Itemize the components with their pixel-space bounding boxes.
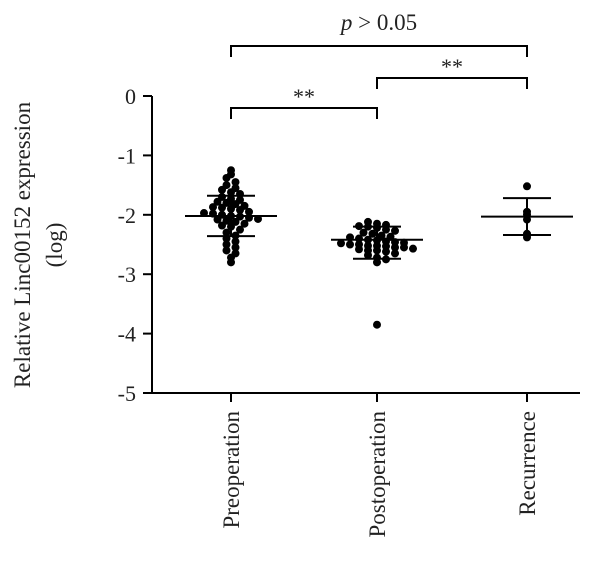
data-point xyxy=(382,247,390,256)
y-tick-label: -2 xyxy=(118,203,136,228)
data-point xyxy=(218,203,226,212)
y-tick-label: -4 xyxy=(118,322,136,347)
data-point xyxy=(337,239,345,248)
p-value-label: p > 0.05 xyxy=(339,10,417,35)
y-axis-label-line1: Relative Linc00152 expression xyxy=(10,101,35,388)
data-point xyxy=(240,219,249,228)
data-point xyxy=(218,185,226,194)
significance-label: ** xyxy=(293,84,315,109)
y-tick-label: -3 xyxy=(118,262,136,287)
data-point xyxy=(218,221,226,230)
data-point xyxy=(213,197,222,206)
data-point xyxy=(236,206,244,215)
data-point xyxy=(391,249,399,258)
data-groups xyxy=(185,166,573,329)
bracket-postoperation-recurrence: ** xyxy=(376,54,528,89)
data-point xyxy=(368,229,377,238)
data-point xyxy=(231,243,240,252)
y-tick-label: -5 xyxy=(118,381,136,406)
axes xyxy=(151,96,580,394)
data-point xyxy=(391,243,399,252)
data-point xyxy=(245,207,253,216)
data-point xyxy=(227,188,235,197)
data-point xyxy=(373,320,381,329)
y-axis-title: Relative Linc00152 expression (log) xyxy=(10,101,67,388)
bracket-line xyxy=(230,45,528,57)
data-point xyxy=(227,258,235,267)
data-point xyxy=(523,182,531,191)
data-point xyxy=(391,226,399,235)
group-postoperation xyxy=(331,217,423,329)
group-recurrence xyxy=(481,182,573,242)
data-point xyxy=(209,203,217,212)
y-tick-label: -1 xyxy=(118,143,136,168)
significance-annotations: p > 0.05 ** ** xyxy=(230,10,528,119)
x-category-label: Recurrence xyxy=(515,411,540,516)
data-point xyxy=(236,225,244,234)
data-point xyxy=(400,243,408,252)
bracket-line xyxy=(376,77,528,89)
significance-label: ** xyxy=(441,54,463,79)
data-point xyxy=(373,258,381,267)
data-point xyxy=(409,244,417,253)
data-point xyxy=(222,228,231,237)
data-point xyxy=(231,237,240,246)
data-point xyxy=(355,245,363,254)
data-point xyxy=(213,215,222,224)
x-category-label: Preoperation xyxy=(219,411,244,529)
data-point xyxy=(222,246,231,255)
data-point xyxy=(231,178,240,187)
data-point xyxy=(222,240,231,249)
x-category-label: Postoperation xyxy=(365,411,390,538)
data-point xyxy=(222,173,231,182)
y-ticks: 0 -1 -2 -3 -4 -5 xyxy=(118,84,152,406)
data-point xyxy=(359,228,368,237)
bracket-preoperation-postoperation: ** xyxy=(230,84,378,119)
x-categories: Preoperation Postoperation Recurrence xyxy=(219,393,540,538)
data-point xyxy=(346,240,354,249)
bracket-preoperation-recurrence: p > 0.05 xyxy=(230,10,528,57)
data-point xyxy=(364,251,372,260)
y-tick-label: 0 xyxy=(125,84,136,109)
bracket-line xyxy=(230,107,378,119)
y-axis-label-line2: (log) xyxy=(42,223,67,268)
group-preoperation xyxy=(185,166,277,267)
